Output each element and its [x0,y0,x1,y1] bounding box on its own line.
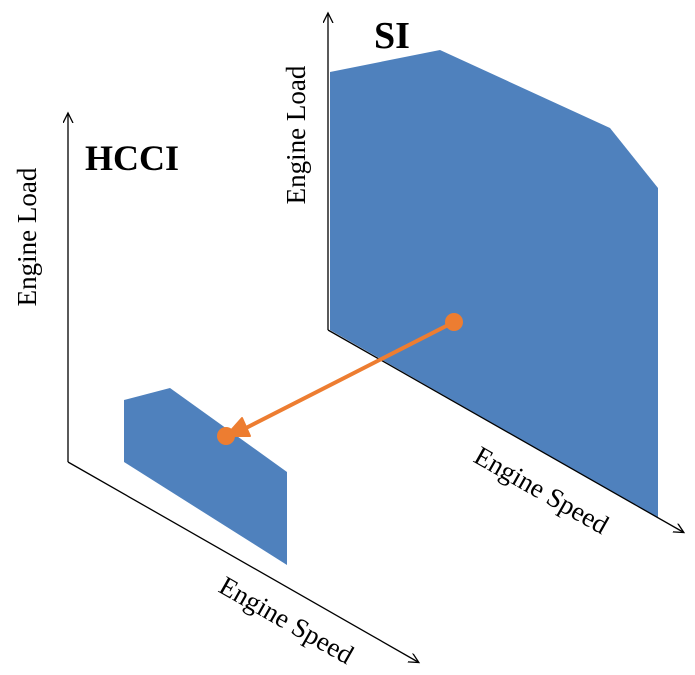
si-title: SI [374,15,410,57]
hcci-operating-point [217,427,235,445]
hcci-load-axis-label: Engine Load [12,167,42,306]
hcci-speed-axis [67,461,418,662]
hcci-title: HCCI [85,138,179,178]
si-operating-region [330,50,658,518]
mode-transition-arrow [217,313,463,445]
si-panel: SI Engine Load Engine Speed [281,14,683,540]
si-operating-point [445,313,463,331]
si-speed-axis [327,329,683,532]
transition-arrow-shaft [244,320,456,430]
hcci-operating-region [124,388,287,565]
si-load-axis-label: Engine Load [281,65,311,204]
hcci-speed-axis-label: Engine Speed [214,570,359,670]
